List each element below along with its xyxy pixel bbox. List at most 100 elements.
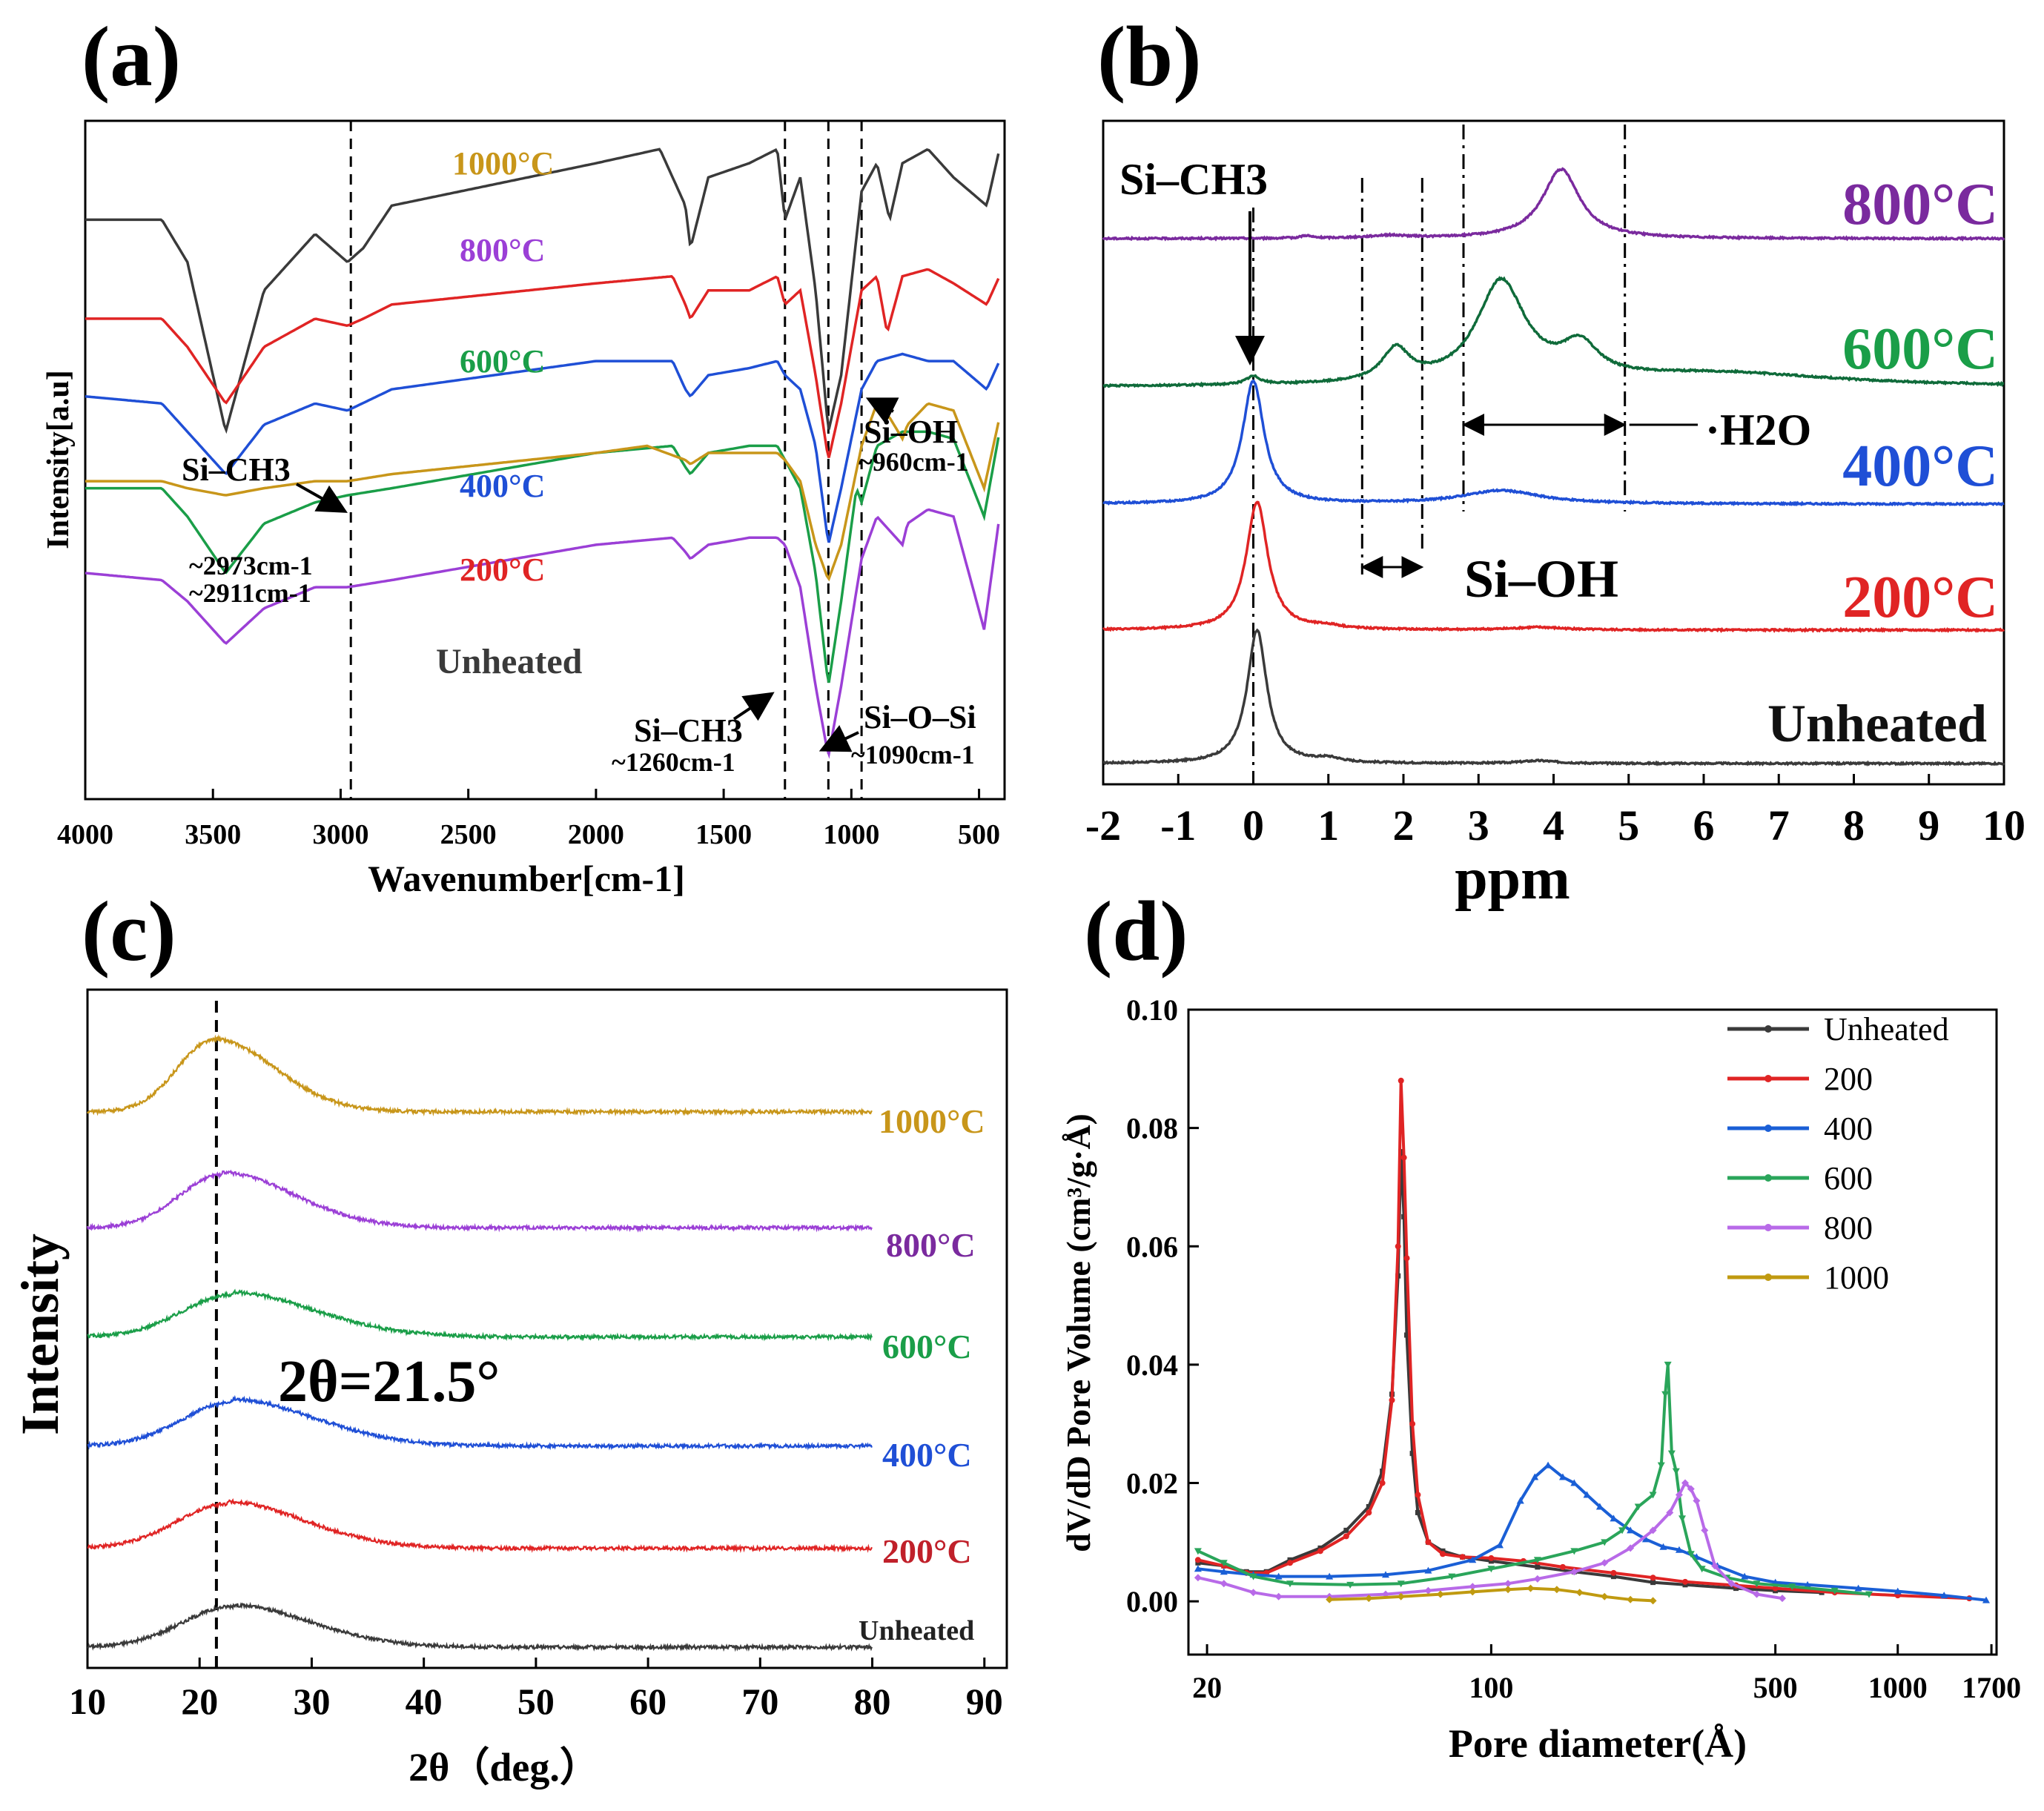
a-annot-2911: ~2911cm-1 — [189, 578, 311, 608]
a-label-800: 800°C — [460, 232, 545, 268]
d-ytick-label-0.06: 0.06 — [1126, 1230, 1178, 1263]
d-point-800-9 — [1533, 1575, 1541, 1583]
d-point-600-25 — [1830, 1587, 1839, 1595]
d-point-800-21 — [1727, 1580, 1736, 1588]
d-legend-label-600: 600 — [1824, 1160, 1873, 1196]
d-point-800-8 — [1504, 1580, 1512, 1588]
b-series-800 — [1102, 167, 2005, 242]
d-legend-marker-600 — [1764, 1174, 1772, 1182]
d-point-400-20 — [1675, 1546, 1683, 1553]
d-point-1000-10 — [1627, 1595, 1635, 1603]
d-point-800-16 — [1681, 1479, 1690, 1487]
b-label-600: 600°C — [1842, 317, 1998, 382]
c-xtick-label-60: 60 — [629, 1681, 667, 1722]
d-point-400-17 — [1627, 1526, 1635, 1534]
b-annot-sioh: Si–OH — [1464, 549, 1618, 609]
a-annot-960: ~960cm-1 — [859, 447, 969, 477]
d-point-600-0 — [1194, 1548, 1202, 1555]
a-arrow-sioh — [865, 397, 899, 425]
d-point-600-18 — [1672, 1468, 1680, 1475]
b-xtick-label-5: 5 — [1618, 801, 1639, 850]
d-point-600-7 — [1487, 1566, 1495, 1573]
a-arrow-sich3-right — [732, 692, 775, 721]
d-point-200-11 — [1398, 1077, 1404, 1084]
panel-a: (a) 4000 3500 3000 2500 2000 1500 1000 500 Inte… — [42, 10, 1006, 899]
b-annot-h2o: ·H2O — [1705, 405, 1811, 454]
d-point-Unheated-13 — [1404, 1332, 1410, 1338]
panel-a-ylabel: Intensity[a.u] — [42, 370, 76, 549]
d-point-800-23 — [1778, 1595, 1786, 1603]
d-point-800-3 — [1274, 1592, 1283, 1600]
panel-d-series — [1194, 1077, 1990, 1605]
d-point-1000-5 — [1504, 1586, 1512, 1594]
c-xtick-label-20: 20 — [181, 1681, 218, 1722]
d-point-1000-3 — [1436, 1590, 1444, 1598]
d-point-200-15 — [1415, 1491, 1421, 1498]
d-point-400-0 — [1194, 1565, 1202, 1572]
d-point-400-29 — [1982, 1596, 1990, 1603]
a-xtick-label-1000: 1000 — [823, 819, 879, 850]
c-annot-2theta: 2θ=21.5° — [278, 1349, 500, 1414]
d-point-600-1 — [1220, 1560, 1228, 1567]
b-label-unheated: Unheated — [1767, 694, 1987, 753]
d-point-1000-9 — [1601, 1592, 1609, 1600]
a-xtick-label-2500: 2500 — [440, 819, 497, 850]
d-point-200-18 — [1459, 1554, 1466, 1560]
d-point-600-5 — [1397, 1580, 1405, 1588]
panel-c-axes-frame — [86, 988, 1008, 1669]
panel-a-label: (a) — [82, 10, 181, 104]
d-point-600-20 — [1687, 1551, 1695, 1558]
d-point-400-7 — [1469, 1556, 1477, 1563]
d-point-1000-2 — [1397, 1592, 1405, 1600]
d-point-200-23 — [1650, 1575, 1656, 1581]
d-point-800-20 — [1711, 1562, 1719, 1570]
d-point-600-10 — [1601, 1539, 1609, 1546]
d-point-800-14 — [1666, 1509, 1674, 1517]
d-point-1000-7 — [1552, 1586, 1561, 1594]
d-point-400-12 — [1558, 1473, 1567, 1480]
d-point-600-2 — [1249, 1573, 1257, 1580]
d-point-400-15 — [1595, 1503, 1604, 1510]
d-point-400-6 — [1424, 1566, 1432, 1574]
panel-d: (d) 20 100 500 1000 1700 0.00 0.02 0.04 0.06 0.08… — [1059, 884, 2021, 1766]
a-annot-1090: ~1090cm-1 — [851, 740, 975, 769]
b-xtick-label-0: 0 — [1243, 801, 1264, 850]
panel-b-xlabel: ppm — [1455, 847, 1570, 912]
panel-c: (c) 10 20 30 40 50 60 70 80 90 Intensity 2θ（deg.… — [10, 884, 1008, 1790]
d-point-400-13 — [1570, 1479, 1578, 1486]
c-xtick-label-90: 90 — [966, 1681, 1003, 1722]
c-series-400 — [87, 1394, 873, 1451]
d-point-200-16 — [1425, 1539, 1432, 1546]
d-legend-label-Unheated: Unheated — [1824, 1011, 1949, 1047]
d-xtick-label-1000: 1000 — [1868, 1671, 1928, 1704]
c-label-600: 600°C — [882, 1328, 972, 1365]
c-xtick-label-10: 10 — [69, 1681, 106, 1722]
d-point-800-19 — [1701, 1526, 1709, 1534]
d-point-200-9 — [1389, 1397, 1395, 1403]
c-xtick-label-40: 40 — [406, 1681, 443, 1722]
b-series-Unheated — [1102, 628, 2005, 767]
a-annot-1260: ~1260cm-1 — [612, 747, 735, 777]
d-point-600-14 — [1657, 1462, 1665, 1469]
a-xtick-label-3500: 3500 — [185, 819, 241, 850]
a-annot-sioh: Si–OH — [864, 414, 958, 450]
d-point-600-21 — [1698, 1566, 1706, 1573]
b-xtick-label-7: 7 — [1768, 801, 1790, 850]
d-legend-marker-400 — [1764, 1125, 1772, 1132]
a-series-400 — [85, 352, 1000, 543]
d-point-400-10 — [1531, 1473, 1539, 1480]
a-annot-sich3-left: Si–CH3 — [182, 451, 291, 488]
d-point-Unheated-12 — [1401, 1214, 1407, 1219]
b-xtick-label-1: 1 — [1317, 801, 1339, 850]
d-point-800-15 — [1675, 1491, 1683, 1499]
d-xtick-label-20: 20 — [1192, 1671, 1222, 1704]
d-point-1000-1 — [1365, 1595, 1373, 1603]
panel-c-series — [86, 1034, 873, 1652]
d-point-200-24 — [1682, 1578, 1689, 1585]
d-point-400-1 — [1220, 1568, 1228, 1575]
d-point-800-2 — [1249, 1589, 1257, 1597]
b-xtick-label-2: 2 — [1393, 801, 1415, 850]
a-arrow-sich3-left — [296, 483, 348, 513]
c-xtick-label-30: 30 — [293, 1681, 330, 1722]
a-label-600: 600°C — [460, 343, 545, 380]
